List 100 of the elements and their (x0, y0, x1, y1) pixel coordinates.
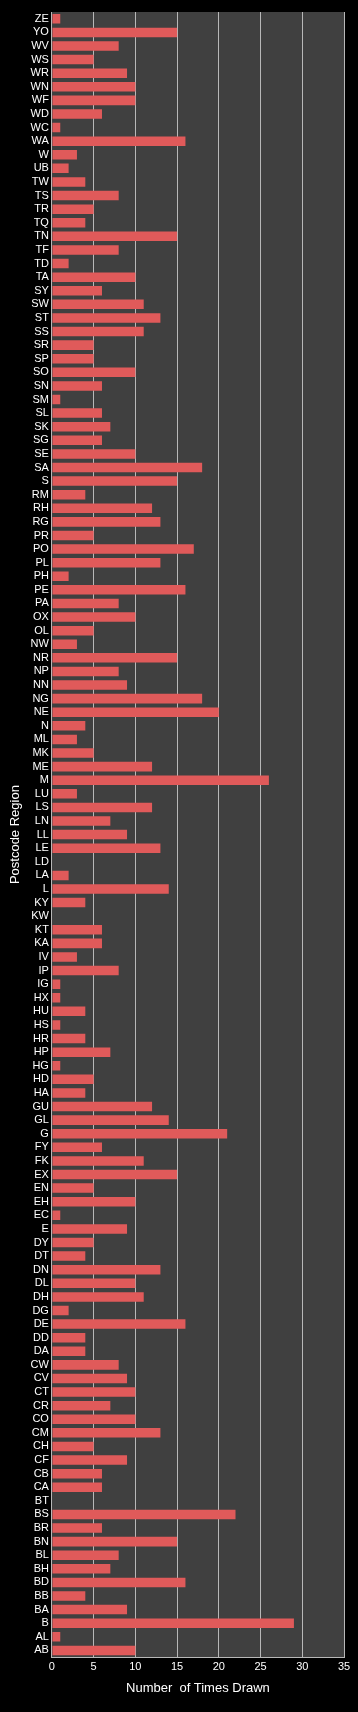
bar (52, 326, 144, 337)
y-tick-label: BT (34, 1493, 50, 1506)
y-tick-label: BA (34, 1602, 50, 1615)
bar (52, 1632, 61, 1642)
bar (52, 802, 153, 813)
y-tick-label: KY (34, 895, 50, 908)
y-tick-label: BD (33, 1575, 49, 1588)
y-tick-label: DG (32, 1303, 49, 1316)
y-tick-label: LU (34, 786, 49, 799)
y-tick-label: SA (34, 460, 50, 473)
bar (52, 41, 119, 51)
y-tick-label: TF (35, 242, 50, 255)
y-tick-label: PA (35, 596, 50, 609)
bar (52, 1237, 94, 1248)
bar (52, 1618, 294, 1628)
bar (52, 353, 94, 364)
y-tick-label: HP (33, 1045, 49, 1058)
y-tick-label: B (41, 1616, 49, 1629)
y-tick-label: ML (33, 732, 49, 745)
y-tick-label: EH (33, 1194, 49, 1207)
bar (52, 163, 69, 174)
bar (52, 408, 102, 418)
y-tick-label: CB (33, 1466, 49, 1479)
y-tick-label: DT (34, 1249, 50, 1262)
bar (52, 27, 178, 38)
y-tick-label: TW (31, 174, 50, 187)
bar (52, 14, 61, 24)
bar (52, 1006, 86, 1017)
y-tick-label: AL (35, 1629, 49, 1642)
y-tick-label: BH (33, 1561, 49, 1574)
y-tick-label: CF (34, 1453, 50, 1466)
bar (52, 612, 136, 622)
bar (52, 1264, 161, 1275)
bar (52, 1183, 94, 1193)
y-tick-label: LD (34, 854, 49, 867)
bar (52, 748, 94, 758)
y-tick-label: WN (30, 79, 49, 92)
bar (52, 1428, 161, 1438)
y-tick-label: ST (34, 310, 50, 323)
bar (52, 285, 102, 296)
bar (52, 381, 102, 391)
y-tick-label: N (40, 718, 49, 731)
y-tick-label: PE (34, 582, 49, 595)
x-tick-label: 10 (129, 1659, 142, 1672)
y-tick-label: LS (35, 800, 49, 813)
bar (52, 150, 77, 160)
bar (52, 925, 102, 935)
y-tick-label: FK (34, 1153, 50, 1166)
y-tick-label: SE (34, 446, 49, 459)
y-tick-label: TS (34, 188, 49, 201)
y-tick-label: BN (33, 1534, 49, 1547)
y-tick-label: DA (33, 1344, 50, 1357)
bar (52, 1550, 119, 1560)
bar (52, 82, 136, 92)
y-tick-label: HU (33, 1004, 49, 1017)
bar (52, 1074, 94, 1085)
bar (52, 489, 86, 500)
y-tick-label: RG (32, 514, 49, 527)
bar (52, 449, 136, 459)
x-tick-label: 25 (254, 1659, 267, 1672)
y-tick-label: L (42, 882, 49, 895)
bar (52, 1564, 111, 1574)
y-tick-label: LE (35, 841, 49, 854)
y-tick-label: SP (34, 351, 49, 364)
bar (52, 1414, 136, 1425)
y-tick-label: GL (34, 1113, 49, 1126)
y-tick-label: HR (33, 1031, 49, 1044)
y-tick-label: NP (33, 664, 49, 677)
bar (52, 1196, 136, 1207)
y-tick-label: SL (35, 406, 49, 419)
y-tick-label: SM (32, 392, 49, 405)
bar (52, 68, 128, 78)
y-tick-label: HD (33, 1072, 49, 1085)
y-tick-label: WA (31, 134, 50, 147)
y-tick-label: GU (32, 1099, 49, 1112)
bar (52, 299, 144, 310)
y-tick-label: RM (31, 487, 49, 500)
y-tick-label: CH (33, 1439, 49, 1452)
bar (52, 1645, 136, 1656)
bar (52, 829, 128, 840)
bar (52, 1441, 94, 1452)
y-tick-label: SW (31, 297, 50, 310)
y-tick-label: CR (33, 1398, 49, 1411)
bar (52, 1360, 119, 1370)
bar (52, 177, 86, 187)
bar (52, 1047, 111, 1057)
bar (52, 435, 102, 446)
bar (52, 1400, 111, 1411)
x-tick-label: 5 (90, 1659, 97, 1672)
y-tick-label: W (38, 147, 50, 160)
bar (52, 1482, 102, 1492)
bar (52, 1604, 128, 1615)
bar (52, 1210, 61, 1221)
y-tick-label: SR (33, 338, 49, 351)
bar (52, 1577, 186, 1588)
y-tick-label: SO (33, 365, 50, 378)
bar (52, 204, 94, 214)
bar (52, 693, 203, 704)
y-tick-label: EC (33, 1208, 49, 1221)
y-tick-label: WV (31, 39, 50, 52)
